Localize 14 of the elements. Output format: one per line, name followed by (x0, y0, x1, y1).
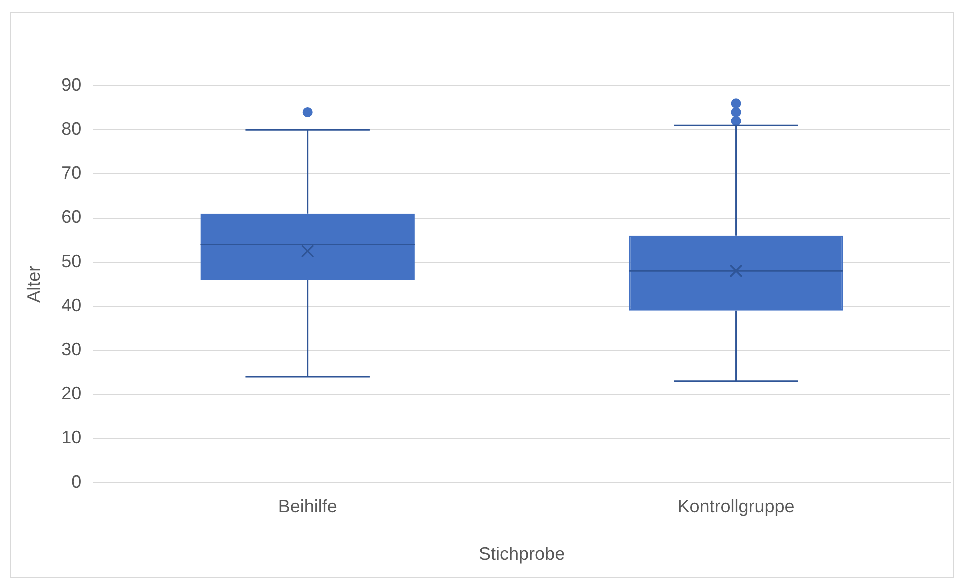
y-tick-label: 70 (62, 163, 82, 184)
y-tick-label: 30 (62, 340, 82, 360)
y-tick-label: 90 (62, 74, 82, 95)
y-axis-title: Alter (24, 266, 44, 303)
x-axis-title: Stichprobe (479, 544, 566, 564)
y-tick-label: 20 (62, 384, 82, 404)
y-tick-label: 50 (62, 251, 82, 272)
y-tick-label: 40 (62, 295, 82, 316)
x-tick-label: Beihilfe (278, 496, 338, 517)
y-tick-label: 80 (62, 119, 82, 140)
y-tick-label: 0 (72, 472, 82, 492)
x-tick-label: Kontrollgruppe (678, 496, 795, 517)
y-tick-label: 10 (62, 428, 82, 448)
y-tick-label: 60 (62, 207, 82, 228)
